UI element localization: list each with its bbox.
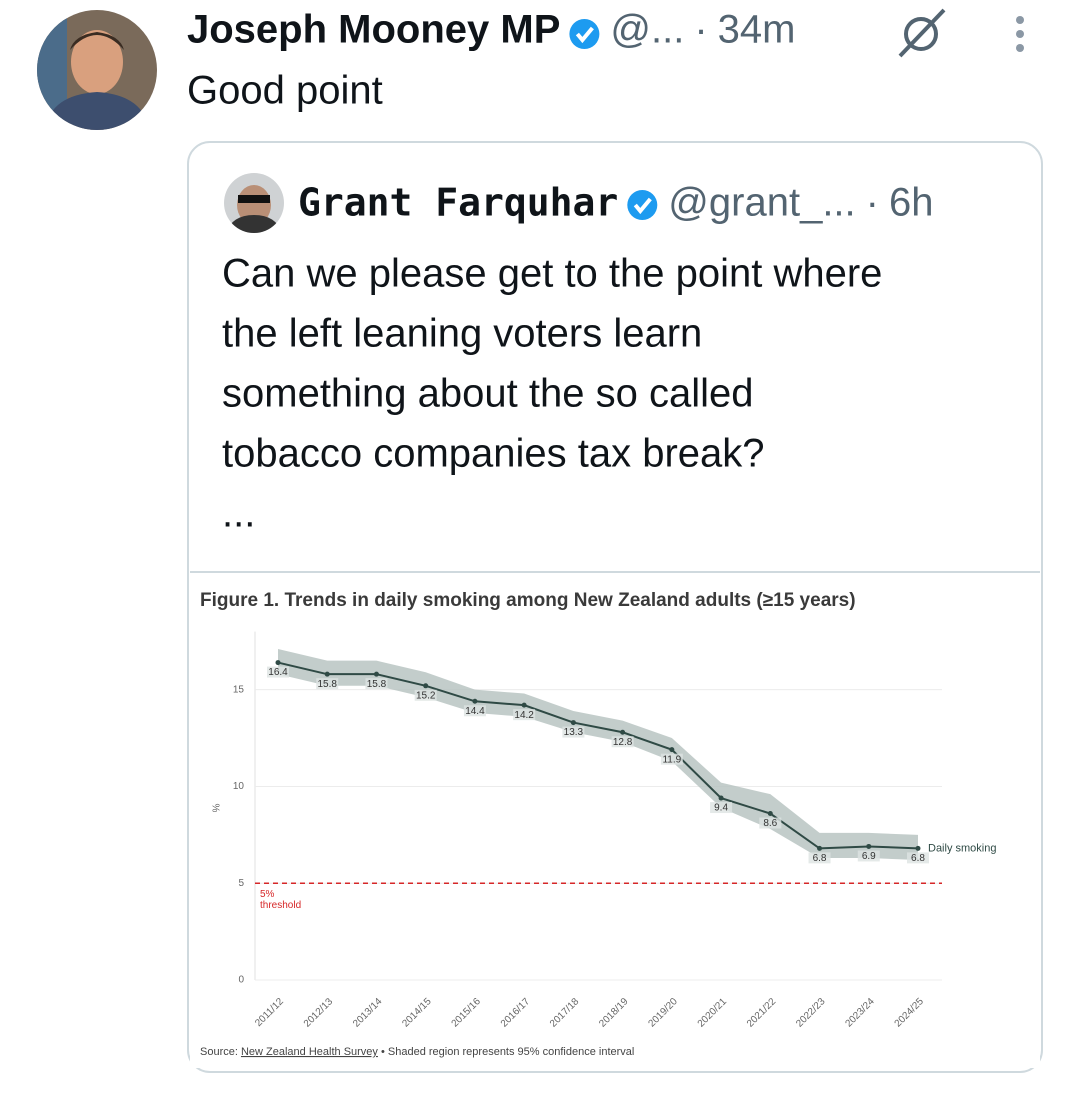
source: Source: New Zealand Health Survey • Shad… [200,1046,634,1058]
value-label-bg [562,726,585,738]
value-label-bg [365,678,388,690]
value-label-bg [710,802,733,814]
value-label: 6.8 [813,853,827,864]
line [277,661,919,850]
threshold-label: threshold [260,900,301,911]
value-label: 14.4 [465,706,485,717]
y-tick-label: 0 [238,975,244,986]
quote-avatar[interactable] [224,173,284,233]
point [817,845,823,851]
y-tick-label: 5 [238,878,244,889]
point [570,720,576,726]
value-label-bg [759,817,782,829]
value-label: 6.9 [862,851,876,862]
value-label: 15.8 [367,679,387,690]
y-tick-label: 10 [233,781,245,792]
truncation: ... [222,492,255,536]
source-link[interactable]: New Zealand Health Survey [241,1046,378,1058]
value-label: 15.2 [416,690,436,701]
point [718,795,724,801]
series-label: Daily smoking [928,842,996,854]
value-label-bg [808,852,831,864]
timestamp[interactable]: 6h [889,181,934,225]
threshold-label: 5% [260,889,275,900]
point [373,671,379,677]
point [521,702,527,708]
verified-badge [569,19,600,49]
y-tick-label: 15 [233,684,245,695]
point [620,729,626,735]
more-menu[interactable] [1016,16,1024,52]
quote-text-line: something about the so called [222,372,753,416]
quote-text-line: tobacco companies tax break? [222,432,765,476]
value-label-bg [316,678,339,690]
separator: · [866,181,879,225]
value-label: 14.2 [514,710,534,721]
quote-handle[interactable]: @grant_... [668,181,855,225]
value-label-bg [267,666,289,678]
point [767,811,773,817]
quote-author-row: Grant Farquhar @grant_... · 6h [298,181,934,225]
value-label-bg [463,705,486,717]
timestamp[interactable]: 34m [718,8,796,52]
value-label: 9.4 [714,803,728,814]
quote-text-line: Can we please get to the point where [222,252,882,296]
point [423,683,429,689]
confidence-band [278,649,918,860]
author-handle[interactable]: @... [610,8,684,52]
separator: · [694,8,707,52]
avatar[interactable] [37,10,157,130]
value-label-bg [513,709,536,721]
author-row: Joseph Mooney MP @... · 34m [187,8,795,52]
value-label: 8.6 [763,818,777,829]
point [275,660,281,666]
point [915,845,921,851]
point [324,671,330,677]
value-label-bg [414,689,437,701]
value-label-bg [611,736,634,748]
source-prefix: Source: [200,1046,241,1058]
point [866,843,872,849]
quote-author-name[interactable]: Grant Farquhar [298,181,618,225]
value-label: 12.8 [613,737,633,748]
value-label: 13.3 [564,727,584,738]
value-label-bg [660,753,683,765]
source-note: • Shaded region represents 95% confidenc… [381,1046,634,1058]
value-label: 15.8 [317,679,337,690]
value-label: 6.8 [911,853,925,864]
quote-text-line: the left leaning voters learn [222,312,702,356]
author-name[interactable]: Joseph Mooney MP [187,8,560,52]
value-label-bg [857,850,880,862]
chart-image[interactable] [190,572,1040,1068]
grok-icon[interactable] [898,8,946,58]
value-label: 16.4 [268,667,288,678]
tweet-text: Good point [187,69,383,113]
value-label: 11.9 [662,754,681,765]
y-axis-label: % [209,804,220,813]
point [472,698,478,704]
verified-badge [627,190,658,220]
value-label-bg [907,852,929,864]
point [669,747,675,753]
chart-title: Figure 1. Trends in daily smoking among … [200,590,856,611]
